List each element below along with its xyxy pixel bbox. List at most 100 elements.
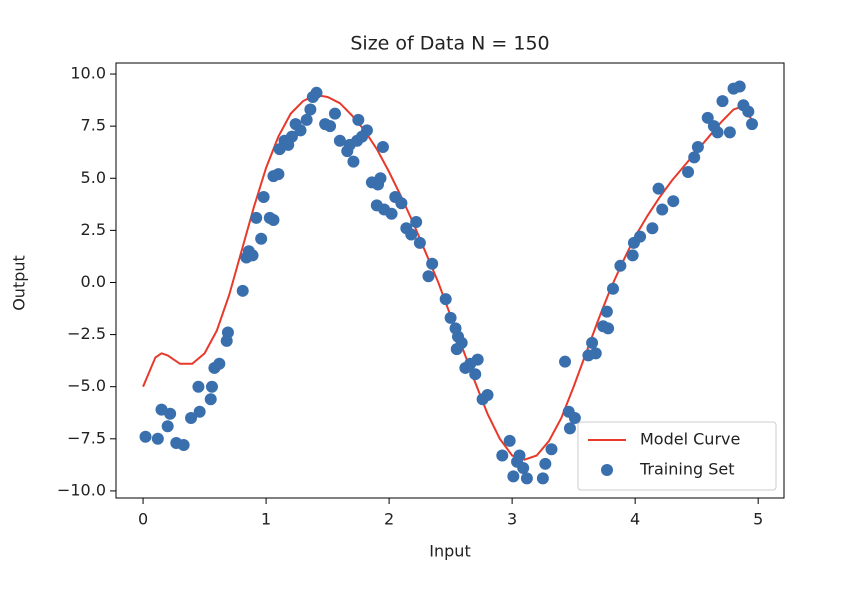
training-point [607,282,620,295]
training-point [691,140,704,153]
chart-title: Size of Data N = 150 [350,33,549,55]
training-point [513,449,526,462]
y-tick-label: −5.0 [67,376,106,395]
training-point [711,126,724,139]
training-point [496,449,509,462]
y-tick-label: 2.5 [81,220,106,239]
training-point [395,197,408,210]
training-point [304,103,317,116]
training-point [723,126,736,139]
training-point [520,472,533,485]
training-point [221,326,234,339]
training-point [652,182,665,195]
training-point [151,432,164,445]
training-point [347,155,360,168]
y-tick-label: 10.0 [70,64,106,83]
training-point [255,232,268,245]
training-point [444,311,457,324]
training-point [205,380,218,393]
model-curve [142,93,753,461]
training-point [385,207,398,220]
training-point [413,236,426,249]
training-point [439,293,452,306]
training-point [193,405,206,418]
legend-label: Training Set [639,460,735,479]
y-tick-label: 0.0 [81,272,106,291]
training-point [410,216,423,229]
training-point [192,380,205,393]
training-point [272,168,285,181]
training-point [614,259,627,272]
y-tick-label: 5.0 [81,168,106,187]
training-point [600,305,613,318]
legend-marker [601,464,613,476]
training-point [360,124,373,137]
training-point [626,249,639,262]
x-tick-label: 0 [138,510,148,529]
training-point [374,172,387,185]
x-tick-label: 4 [630,510,640,529]
x-tick-label: 1 [261,510,271,529]
training-point [507,470,520,483]
training-point [300,113,313,126]
training-point [568,411,581,424]
training-point [285,130,298,143]
training-point [517,461,530,474]
training-point [236,284,249,297]
training-point [139,430,152,443]
training-point [333,134,346,147]
y-tick-label: −7.5 [67,428,106,447]
training-point [310,86,323,99]
training-point [701,111,714,124]
training-point [586,336,599,349]
training-point [589,347,602,360]
training-point [481,389,494,402]
training-point [352,113,365,126]
training-point [545,443,558,456]
training-point [328,107,341,120]
training-point [213,357,226,370]
training-point [324,120,337,133]
training-point [559,355,572,368]
training-point [164,407,177,420]
training-point [539,457,552,470]
training-point [656,203,669,216]
training-point [469,368,482,381]
training-point [746,118,759,131]
training-point [742,105,755,118]
legend-label: Model Curve [640,430,740,449]
legend-box [577,421,777,491]
training-point [405,228,418,241]
training-point [503,434,516,447]
training-point [667,195,680,208]
training-point [185,411,198,424]
x-tick-label: 2 [384,510,394,529]
training-point [246,249,259,262]
y-tick-label: −10.0 [57,480,106,499]
training-point [563,422,576,435]
training-point [204,393,217,406]
y-axis-label: Output [10,255,29,311]
training-point [177,439,190,452]
training-point [536,472,549,485]
training-point [250,211,263,224]
training-point [634,230,647,243]
training-point [426,257,439,270]
training-point [267,213,280,226]
training-point [602,322,615,335]
training-point [257,191,270,204]
training-point [733,80,746,93]
training-point [376,140,389,153]
training-point [161,420,174,433]
training-point [471,353,484,366]
x-axis-label: Input [429,542,470,561]
training-point [422,270,435,283]
training-point [646,222,659,235]
training-point [682,166,695,179]
x-tick-label: 5 [753,510,763,529]
y-tick-label: 7.5 [81,116,106,135]
axes-frame [115,62,785,499]
training-point [716,95,729,108]
